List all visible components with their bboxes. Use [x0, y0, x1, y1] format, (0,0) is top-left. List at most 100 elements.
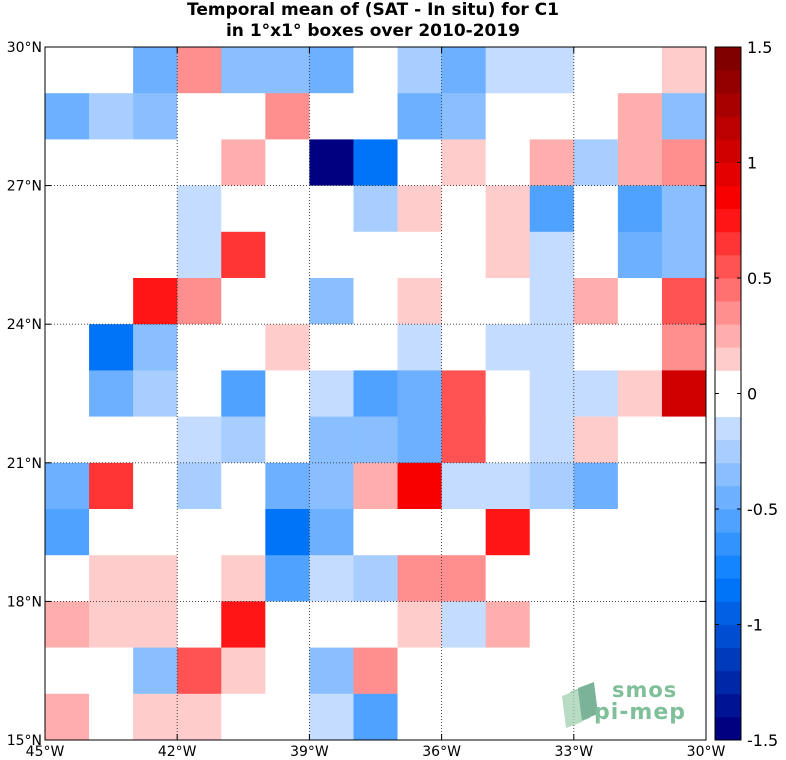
heatmap-cell	[133, 185, 178, 233]
heatmap-cell	[529, 647, 575, 695]
heatmap-cell	[441, 647, 486, 695]
heatmap-cell	[441, 601, 486, 648]
heatmap-cell	[89, 93, 134, 140]
heatmap-cell	[177, 601, 222, 648]
heatmap-cell	[661, 93, 707, 140]
chart-title-line2: in 1°x1° boxes over 2010-2019	[225, 21, 521, 41]
heatmap-cell	[309, 416, 354, 464]
heatmap-cell	[397, 416, 442, 464]
heatmap-cell	[617, 231, 663, 279]
heatmap-cell	[441, 185, 486, 233]
heatmap-cell	[661, 231, 707, 279]
colorbar-tick-label: -1.5	[747, 731, 778, 750]
plot-frame	[44, 46, 707, 741]
colorbar-swatch	[715, 208, 741, 233]
colorbar-swatch	[715, 647, 741, 672]
y-tick-label: 27°N	[7, 179, 42, 195]
heatmap-cell	[133, 278, 178, 325]
heatmap-cell	[89, 462, 134, 510]
heatmap-cell	[309, 462, 354, 510]
heatmap-cell	[309, 647, 354, 695]
heatmap-cell	[221, 278, 266, 325]
heatmap-cell	[177, 185, 222, 233]
heatmap-cell	[265, 693, 310, 741]
heatmap-cell	[89, 324, 134, 371]
heatmap-cell	[617, 278, 663, 325]
heatmap-cell	[441, 693, 486, 741]
colorbar-swatch	[715, 416, 741, 441]
heatmap-cell	[661, 278, 707, 325]
heatmap-cell	[221, 601, 266, 648]
heatmap-cell	[265, 185, 310, 233]
heatmap-cell	[177, 47, 222, 94]
x-tick-label: 30°W	[687, 744, 726, 760]
heatmap-cell	[397, 601, 442, 648]
heatmap-cell	[45, 462, 90, 510]
colorbar-swatch	[715, 324, 741, 348]
heatmap-cell	[441, 416, 486, 464]
heatmap-cell	[221, 231, 266, 279]
heatmap-cell	[529, 555, 575, 602]
y-tick-label: 18°N	[7, 594, 42, 610]
heatmap-cell	[441, 370, 486, 417]
heatmap-cell	[89, 370, 134, 417]
heatmap-cell	[89, 231, 134, 279]
heatmap-cell	[617, 462, 663, 510]
heatmap-cell	[45, 601, 90, 648]
colorbar-swatch	[715, 278, 741, 302]
heatmap-cell	[661, 601, 707, 648]
heatmap-cell	[265, 601, 310, 648]
heatmap-cell	[177, 278, 222, 325]
heatmap-cell	[573, 231, 619, 279]
heatmap-cell	[397, 278, 442, 325]
colorbar-swatch	[715, 347, 741, 371]
heatmap-cell	[441, 93, 486, 140]
heatmap-cell	[397, 370, 442, 417]
colorbar-swatch	[715, 624, 741, 648]
heatmap-cell	[397, 139, 442, 186]
heatmap-cell	[661, 647, 707, 695]
heatmap-cell	[529, 462, 575, 510]
heatmap-cell	[573, 324, 619, 371]
heatmap-cell	[177, 509, 222, 556]
heatmap-cell	[265, 139, 310, 186]
heatmap-cell	[529, 509, 575, 556]
heatmap-cell	[309, 139, 354, 186]
heatmap-cell	[133, 693, 178, 741]
heatmap-cell	[485, 693, 531, 741]
smos-pi-mep-logo-icon	[562, 682, 598, 728]
heatmap-cell	[133, 93, 178, 140]
heatmap-cell	[617, 555, 663, 602]
heatmap-cell	[485, 555, 531, 602]
heatmap-cell	[617, 93, 663, 140]
heatmap-cell	[485, 139, 531, 186]
heatmap-cell	[529, 93, 575, 140]
heatmap-cell	[353, 278, 398, 325]
heatmap-cell	[529, 278, 575, 325]
heatmap-cell	[133, 509, 178, 556]
heatmap-cell	[353, 231, 398, 279]
colorbar-swatch	[715, 254, 741, 279]
colorbar-swatch	[715, 439, 741, 464]
colorbar-tick-label: 1	[747, 154, 757, 173]
heatmap-cell	[177, 416, 222, 464]
heatmap-cell	[485, 324, 531, 371]
heatmap-cell	[529, 47, 575, 94]
heatmap-cell	[529, 324, 575, 371]
heatmap-cell	[485, 416, 531, 464]
heatmap-cell	[309, 231, 354, 279]
heatmap-cell	[485, 601, 531, 648]
heatmap-cell	[265, 647, 310, 695]
heatmap-cell	[309, 185, 354, 233]
heatmap-cell	[485, 231, 531, 279]
heatmap-cell	[397, 555, 442, 602]
heatmap-cell	[89, 555, 134, 602]
heatmap-cell	[221, 555, 266, 602]
chart-title: Temporal mean of (SAT - In situ) for C1 …	[0, 0, 746, 42]
heatmap-cell	[89, 47, 134, 94]
heatmap-cell	[485, 93, 531, 140]
heatmap-cell	[309, 509, 354, 556]
heatmap-cell	[45, 47, 90, 94]
heatmap-cell	[573, 462, 619, 510]
heatmap-cell	[661, 416, 707, 464]
